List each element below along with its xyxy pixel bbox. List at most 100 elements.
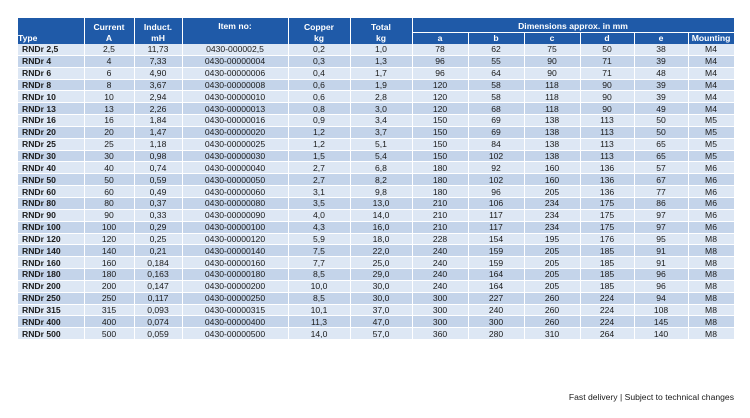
cell-dim-e: 91: [634, 244, 689, 258]
cell-total-weight: 1,7: [350, 67, 413, 80]
cell-mounting: M8: [688, 280, 735, 293]
cell-copper-weight: 5,9: [288, 233, 351, 246]
header-dim-a: a: [412, 32, 469, 44]
cell-inductance: 4,90: [134, 67, 183, 80]
cell-dim-d: 264: [580, 327, 635, 341]
cell-dim-e: 86: [634, 197, 689, 210]
table-row: RNDr 80 80 0,37 0430-00000080 3,5 13,0 210 106 2…: [18, 197, 735, 210]
header-item-no: Item no:: [182, 18, 289, 44]
cell-dim-e: 39: [634, 55, 689, 68]
table-row: RNDr 30 30 0,98 0430-00000030 1,5 5,4 150 102 13…: [18, 150, 735, 163]
cell-mounting: M6: [688, 173, 735, 187]
cell-mounting: M6: [688, 209, 735, 222]
cell-type: RNDr 160: [18, 256, 85, 270]
cell-copper-weight: 2,7: [288, 173, 351, 187]
table-row: RNDr 40 40 0,74 0430-00000040 2,7 6,8 180 92 160…: [18, 161, 735, 175]
cell-mounting: M6: [688, 185, 735, 198]
cell-copper-weight: 11,3: [288, 315, 351, 329]
cell-total-weight: 14,0: [350, 209, 413, 222]
cell-dim-c: 138: [524, 138, 581, 151]
cell-total-weight: 5,4: [350, 150, 413, 163]
cell-dim-e: 67: [634, 173, 689, 187]
footer-note: Fast delivery | Subject to technical cha…: [568, 392, 734, 402]
header-current-unit: A: [84, 32, 135, 44]
cell-dim-b: 106: [468, 197, 525, 210]
cell-type: RNDr 30: [18, 150, 85, 163]
cell-dim-c: 160: [524, 161, 581, 175]
cell-dim-a: 150: [412, 114, 469, 127]
cell-dim-c: 260: [524, 304, 581, 317]
cell-mounting: M8: [688, 315, 735, 329]
table-row: RNDr 250 250 0,117 0430-00000250 8,5 30,0 300 2…: [18, 292, 735, 305]
cell-dim-b: 84: [468, 138, 525, 151]
cell-current: 8: [84, 79, 135, 92]
header-mounting: Mounting: [688, 32, 735, 44]
cell-item-no: 0430-00000090: [182, 209, 289, 222]
cell-current: 400: [84, 315, 135, 329]
cell-dim-e: 50: [634, 114, 689, 127]
cell-dim-d: 71: [580, 55, 635, 68]
cell-current: 50: [84, 173, 135, 187]
cell-copper-weight: 0,6: [288, 90, 351, 104]
cell-dim-d: 224: [580, 304, 635, 317]
table-row: RNDr 400 400 0,074 0430-00000400 11,3 47,0 300…: [18, 315, 735, 329]
cell-type: RNDr 90: [18, 209, 85, 222]
cell-dim-c: 234: [524, 197, 581, 210]
cell-dim-a: 180: [412, 173, 469, 187]
cell-dim-d: 176: [580, 233, 635, 246]
table-row: RNDr 315 315 0,093 0430-00000315 10,1 37,0 300…: [18, 304, 735, 317]
cell-dim-c: 260: [524, 292, 581, 305]
cell-dim-b: 159: [468, 256, 525, 270]
cell-mounting: M8: [688, 233, 735, 246]
cell-item-no: 0430-00000030: [182, 150, 289, 163]
cell-dim-c: 138: [524, 126, 581, 139]
cell-dim-e: 50: [634, 126, 689, 139]
cell-dim-e: 48: [634, 67, 689, 80]
cell-copper-weight: 0,8: [288, 102, 351, 116]
cell-dim-e: 39: [634, 90, 689, 104]
cell-total-weight: 3,0: [350, 102, 413, 116]
cell-dim-d: 175: [580, 209, 635, 222]
cell-dim-a: 180: [412, 185, 469, 198]
table-row: RNDr 180 180 0,163 0430-00000180 8,5 29,0 240 1…: [18, 268, 735, 281]
cell-total-weight: 9,8: [350, 185, 413, 198]
cell-dim-b: 300: [468, 315, 525, 329]
cell-copper-weight: 4,3: [288, 221, 351, 234]
cell-dim-c: 138: [524, 150, 581, 163]
cell-item-no: 0430-00000250: [182, 292, 289, 305]
cell-dim-a: 210: [412, 197, 469, 210]
table-row: RNDr 120 120 0,25 0430-00000120 5,9 18,0 228 15…: [18, 233, 735, 246]
cell-type: RNDr 180: [18, 268, 85, 281]
cell-inductance: 2,26: [134, 102, 183, 116]
reactor-spec-table: Type Current Induct. Item no: Copper Tot…: [18, 18, 735, 341]
cell-item-no: 0430-00000008: [182, 79, 289, 92]
cell-dim-b: 64: [468, 67, 525, 80]
cell-inductance: 1,84: [134, 114, 183, 127]
cell-dim-b: 58: [468, 90, 525, 104]
cell-dim-a: 180: [412, 161, 469, 175]
cell-dim-c: 205: [524, 185, 581, 198]
cell-dim-c: 234: [524, 221, 581, 234]
cell-item-no: 0430-00000140: [182, 244, 289, 258]
cell-type: RNDr 50: [18, 173, 85, 187]
table-row: RNDr 20 20 1,47 0430-00000020 1,2 3,7 150 69 138…: [18, 126, 735, 139]
cell-item-no: 0430-00000004: [182, 55, 289, 68]
cell-dim-b: 55: [468, 55, 525, 68]
header-dim-c: c: [524, 32, 581, 44]
cell-dim-c: 118: [524, 102, 581, 116]
cell-item-no: 0430-00000050: [182, 173, 289, 187]
cell-dim-c: 138: [524, 114, 581, 127]
cell-total-weight: 18,0: [350, 233, 413, 246]
cell-total-weight: 13,0: [350, 197, 413, 210]
table-row: RNDr 2,5 2,5 11,73 0430-000002,5 0,2 1,0 78 62 7…: [18, 44, 735, 56]
cell-mounting: M4: [688, 90, 735, 104]
cell-dim-c: 195: [524, 233, 581, 246]
cell-inductance: 0,74: [134, 161, 183, 175]
cell-dim-b: 154: [468, 233, 525, 246]
cell-dim-e: 57: [634, 161, 689, 175]
header-dim-e: e: [634, 32, 689, 44]
cell-inductance: 0,49: [134, 185, 183, 198]
cell-dim-d: 113: [580, 138, 635, 151]
header-inductance: Induct.: [134, 18, 183, 33]
cell-dim-e: 65: [634, 150, 689, 163]
